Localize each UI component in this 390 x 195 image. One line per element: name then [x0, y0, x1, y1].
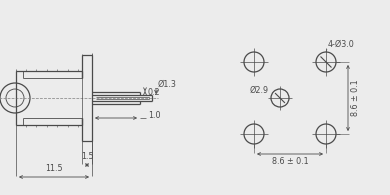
Text: 4-Ø3.0: 4-Ø3.0: [328, 40, 355, 49]
Text: 8.6 ± 0.1: 8.6 ± 0.1: [351, 80, 360, 116]
Text: 8.6 ± 0.1: 8.6 ± 0.1: [272, 157, 308, 166]
Text: Ø2.9: Ø2.9: [250, 86, 269, 95]
Text: 0.2: 0.2: [147, 88, 160, 97]
Text: 1.5: 1.5: [81, 152, 93, 161]
Text: Ø1.3: Ø1.3: [158, 80, 177, 89]
Text: 11.5: 11.5: [45, 164, 63, 173]
Text: 1.0: 1.0: [148, 111, 161, 120]
